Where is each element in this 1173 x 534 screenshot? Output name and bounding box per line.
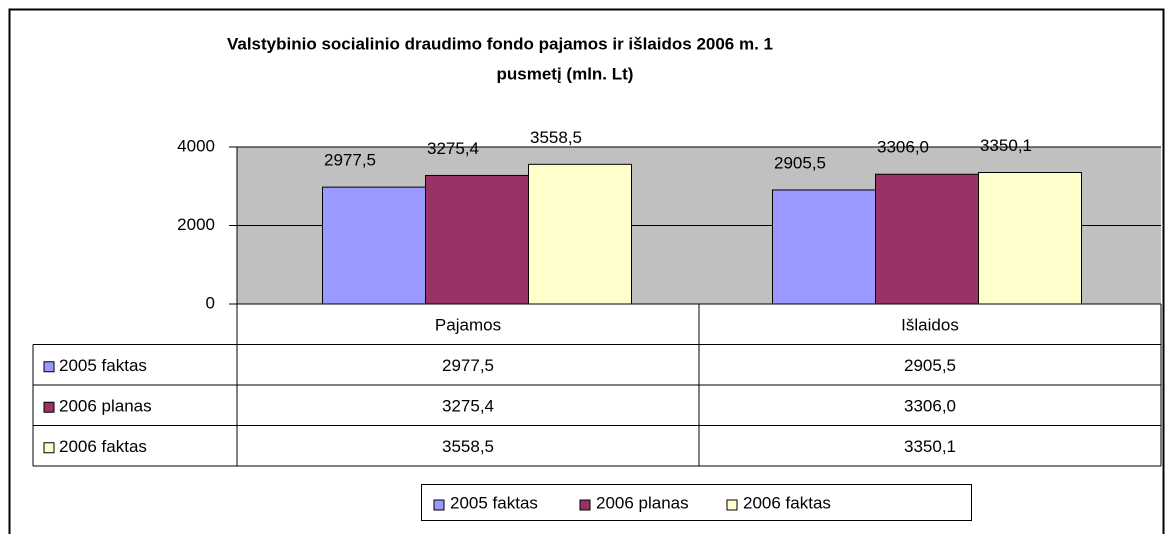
table-cell: 2905,5 xyxy=(904,356,956,375)
legend-swatch xyxy=(433,499,445,511)
legend-swatch xyxy=(579,499,591,511)
bar xyxy=(322,186,426,305)
y-tick-label: 2000 xyxy=(177,215,215,234)
value-label: 3275,4 xyxy=(427,139,479,158)
legend xyxy=(421,484,972,521)
table-cell: 3350,1 xyxy=(904,437,956,456)
x-tick-label: Išlaidos xyxy=(901,316,959,335)
legend-swatch xyxy=(43,442,55,454)
legend-label: 2006 faktas xyxy=(59,437,147,456)
legend-label: 2005 faktas xyxy=(59,356,147,375)
value-label: 3350,1 xyxy=(980,136,1032,155)
value-label: 2977,5 xyxy=(324,151,376,170)
bar xyxy=(978,172,1082,305)
chart-title: pusmetį (mln. Lt) xyxy=(497,64,634,83)
bar xyxy=(772,189,876,305)
chart-title: Valstybinio socialinio draudimo fondo pa… xyxy=(227,34,773,53)
y-tick-label: 0 xyxy=(206,293,215,312)
table-cell: 3306,0 xyxy=(904,397,956,416)
table-cell: 2977,5 xyxy=(442,356,494,375)
legend-swatch xyxy=(43,361,55,373)
legend-swatch xyxy=(43,401,55,413)
x-tick-label: Pajamos xyxy=(435,316,501,335)
bar xyxy=(425,174,529,305)
legend-label: 2005 faktas xyxy=(450,493,538,512)
legend-swatch xyxy=(726,499,738,511)
table-cell: 3275,4 xyxy=(442,397,494,416)
value-label: 3558,5 xyxy=(530,128,582,147)
table-cell: 3558,5 xyxy=(442,437,494,456)
value-label: 2905,5 xyxy=(774,153,826,172)
bar xyxy=(875,173,979,305)
chart-border xyxy=(8,8,1165,534)
legend-label: 2006 faktas xyxy=(743,493,831,512)
y-tick-label: 4000 xyxy=(177,136,215,155)
legend-label: 2006 planas xyxy=(596,493,689,512)
value-label: 3306,0 xyxy=(877,138,929,157)
bar xyxy=(528,163,632,305)
legend-label: 2006 planas xyxy=(59,397,152,416)
